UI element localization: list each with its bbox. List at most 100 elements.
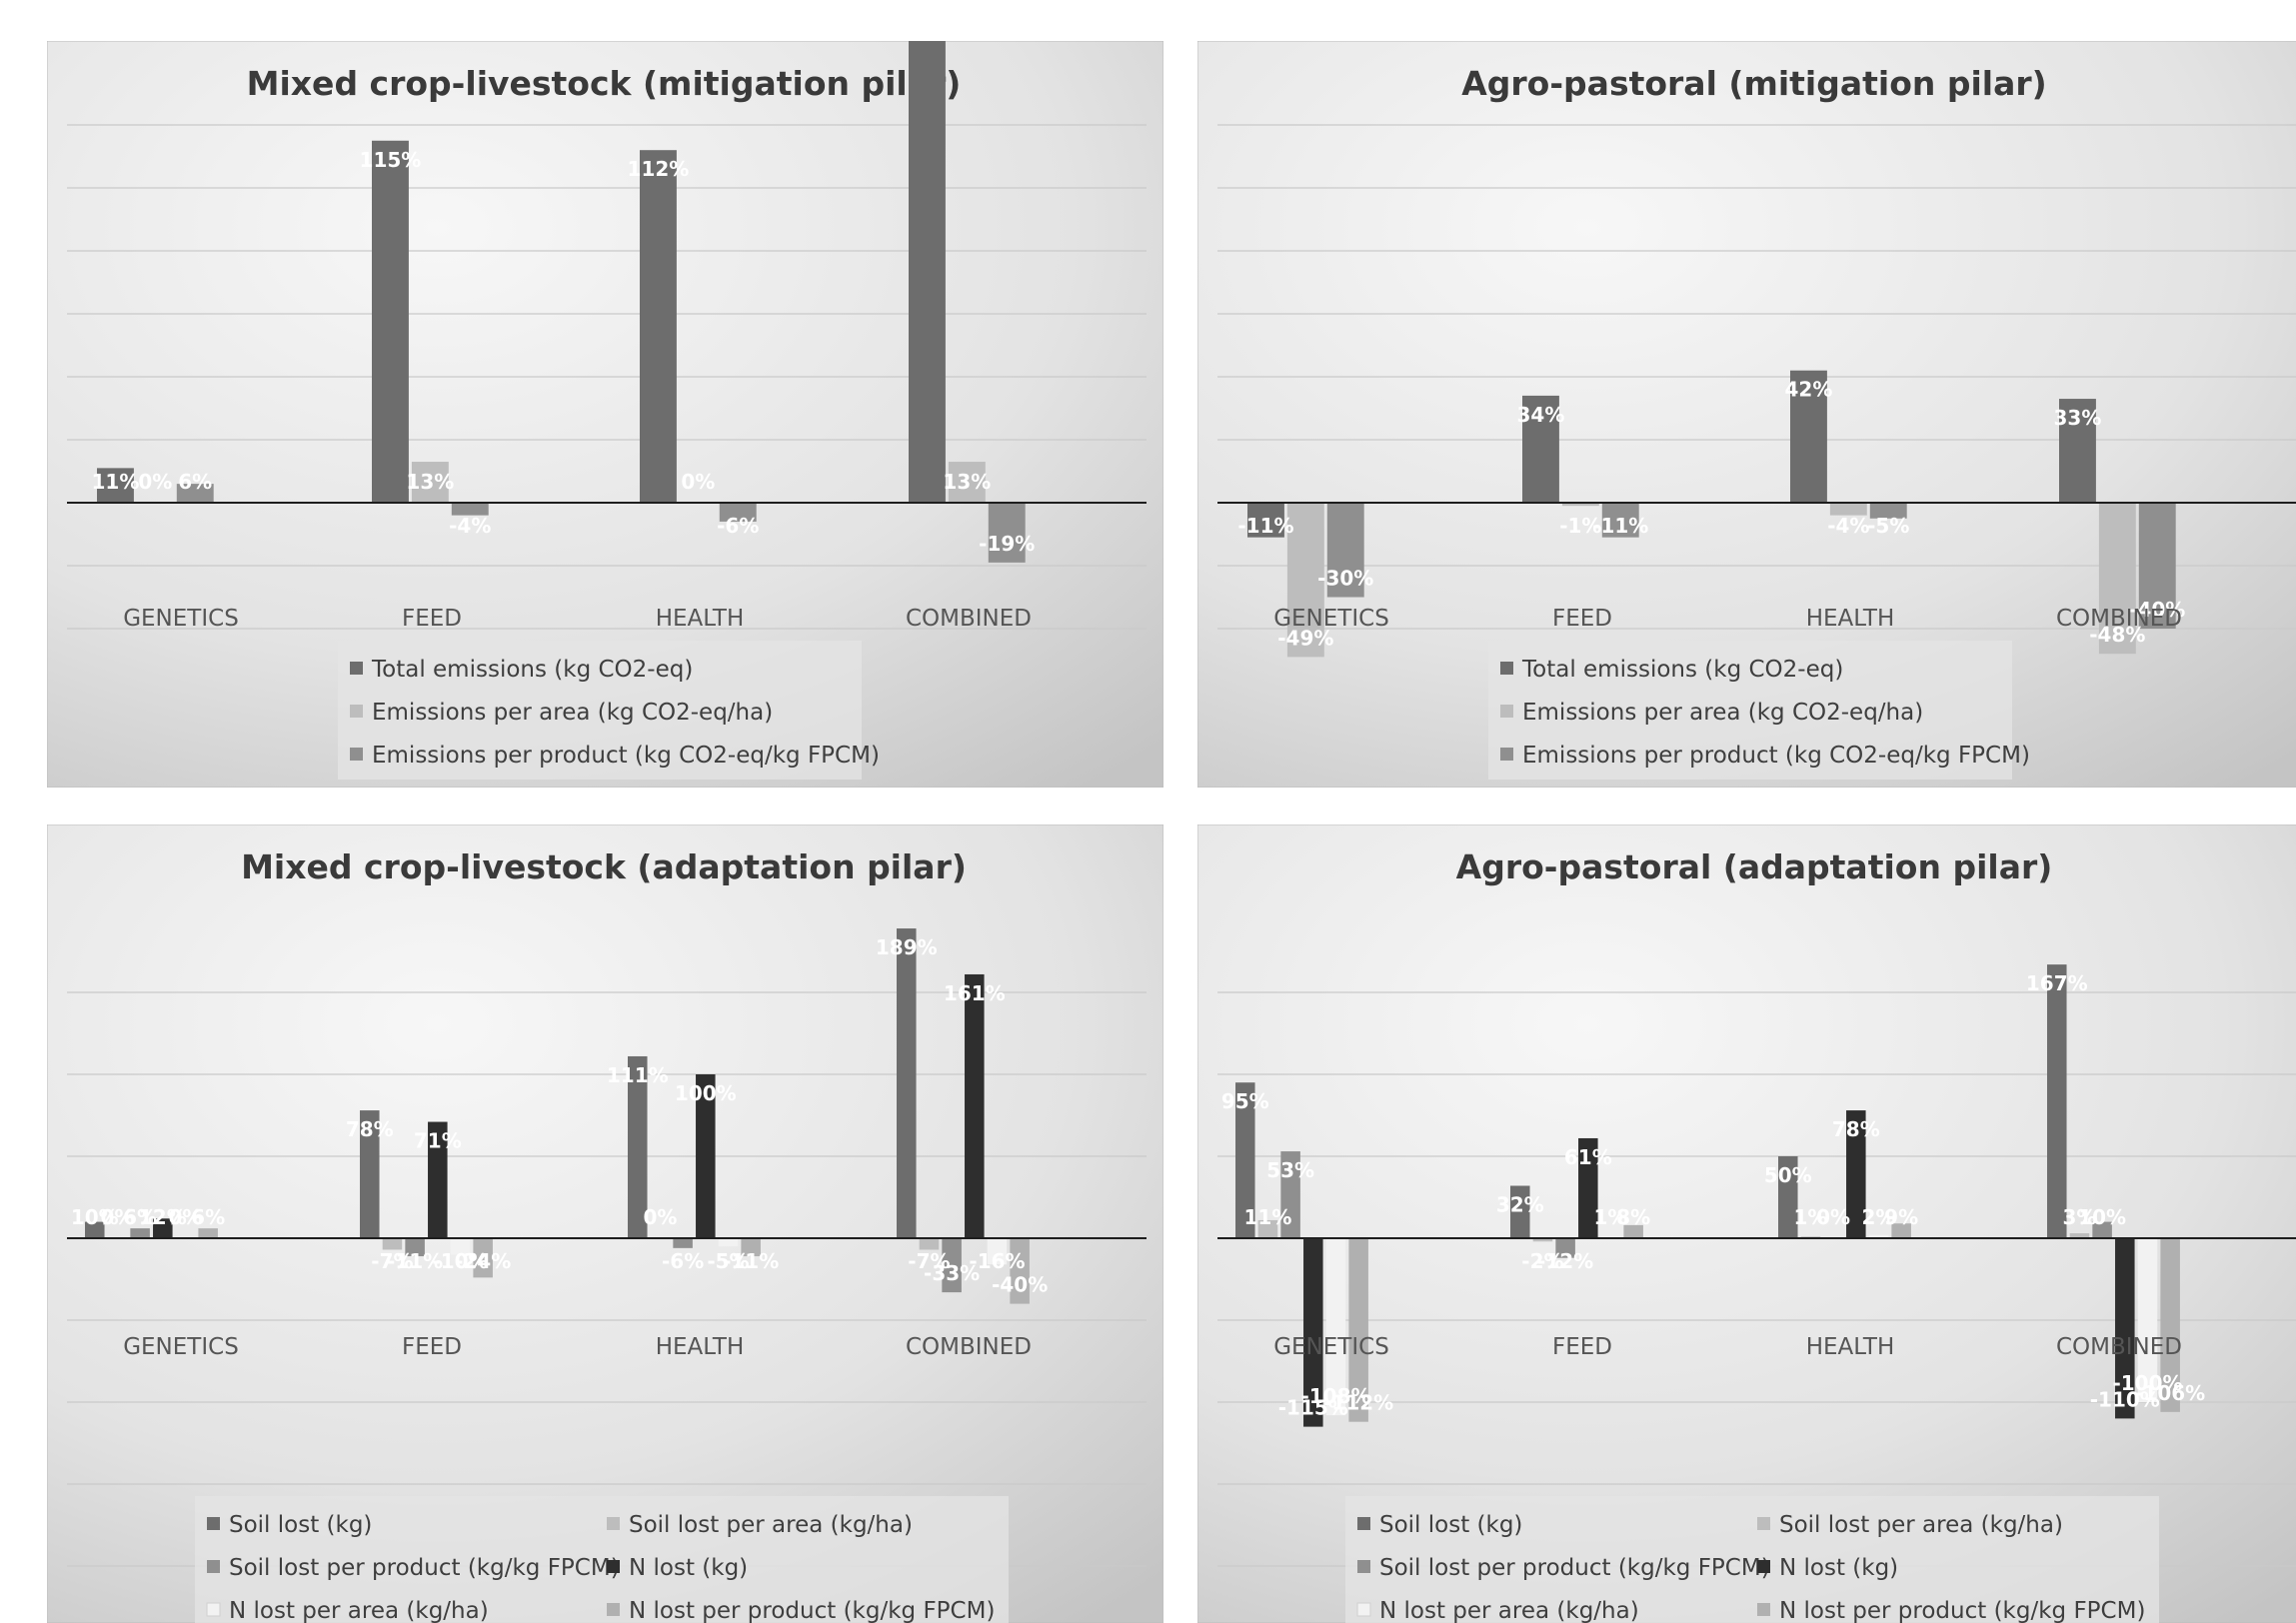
data-label: 6%	[191, 1205, 225, 1229]
bar-feed-soil-lost-per-product-kg-kg-fpcm	[1555, 1238, 1575, 1258]
data-label: 8%	[1616, 1205, 1650, 1229]
legend-swatch	[1357, 1517, 1370, 1530]
bar-combined-emissions-per-product-kg-co2-eq-kg-fpcm	[988, 503, 1026, 563]
legend-label: Soil lost per area (kg/ha)	[1779, 1512, 2063, 1538]
category-label: HEALTH	[656, 606, 745, 632]
bar-genetics-n-lost-per-product-kg-kg-fpcm	[198, 1228, 218, 1238]
chart-background	[1197, 824, 2296, 1623]
chart-svg: Mixed crop-livestock (adaptation pilar) 1…	[47, 824, 1163, 1623]
legend-box	[1488, 641, 2012, 780]
bar-combined-emissions-per-area-kg-co2-eq-ha	[948, 462, 986, 503]
data-label: -30%	[1317, 567, 1373, 591]
legend-label: Soil lost (kg)	[229, 1512, 372, 1538]
bar-health-n-lost-per-area-kg-ha	[1868, 1234, 1889, 1238]
data-label: -2%	[1521, 1249, 1563, 1273]
data-label: 6%	[178, 470, 212, 494]
bar-combined-emissions-per-area-kg-co2-eq-ha	[2098, 503, 2136, 655]
bar-feed-emissions-per-product-kg-co2-eq-kg-fpcm	[1601, 503, 1639, 538]
bar-combined-emissions-per-product-kg-co2-eq-kg-fpcm	[2138, 503, 2176, 629]
legend-label: N lost per area (kg/ha)	[1379, 1598, 1639, 1623]
legend-label: Emissions per product (kg CO2-eq/kg FPCM…	[372, 743, 880, 769]
bar-health-soil-lost-per-product-kg-kg-fpcm	[673, 1238, 693, 1248]
data-label: 161%	[944, 981, 1006, 1005]
bar-feed-soil-lost-per-area-kg-ha	[1532, 1238, 1553, 1242]
bar-feed-soil-lost-kg	[1510, 1185, 1530, 1238]
bar-health-n-lost-per-area-kg-ha	[718, 1238, 739, 1247]
legend-label: N lost per area (kg/ha)	[229, 1598, 489, 1623]
category-label: FEED	[1552, 606, 1612, 632]
data-label: 189%	[876, 935, 938, 959]
bar-feed-total-emissions-kg-co2-eq	[372, 140, 409, 503]
data-label: 0%	[138, 470, 172, 494]
bar-health-emissions-per-area-kg-co2-eq-ha	[1829, 503, 1867, 516]
legend-label: N lost (kg)	[1779, 1555, 1898, 1581]
data-label: 33%	[2054, 406, 2102, 430]
data-label: -10%	[432, 1249, 488, 1273]
bar-health-emissions-per-product-kg-co2-eq-kg-fpcm	[719, 503, 757, 522]
category-label: GENETICS	[123, 1334, 239, 1360]
legend-label: Emissions per product (kg CO2-eq/kg FPCM…	[1522, 743, 2030, 769]
legend-box	[1345, 1496, 2159, 1623]
data-label: 0%	[1816, 1205, 1850, 1229]
category-label: HEALTH	[1806, 606, 1895, 632]
legend-label: Emissions per area (kg CO2-eq/ha)	[1522, 700, 1923, 726]
data-label: 1%	[1594, 1205, 1628, 1229]
data-label: 13%	[943, 470, 991, 494]
bar-health-n-lost-per-product-kg-kg-fpcm	[1891, 1223, 1911, 1238]
bar-feed-n-lost-kg	[1578, 1137, 1598, 1238]
legend-label: Soil lost per product (kg/kg FPCM)	[229, 1555, 620, 1581]
bar-combined-total-emissions-kg-co2-eq	[2059, 399, 2096, 503]
data-label: 34%	[1517, 403, 1565, 427]
legend-swatch	[1500, 705, 1513, 718]
bar-feed-soil-lost-per-area-kg-ha	[382, 1238, 403, 1250]
bar-health-soil-lost-kg	[1778, 1156, 1798, 1238]
bar-feed-n-lost-kg	[428, 1121, 448, 1238]
data-label: -100%	[2112, 1371, 2182, 1395]
data-label: -7%	[371, 1249, 413, 1273]
legend-swatch	[350, 748, 363, 761]
bar-combined-soil-lost-per-product-kg-kg-fpcm	[942, 1238, 962, 1293]
bar-combined-total-emissions-kg-co2-eq	[909, 41, 946, 503]
bar-feed-emissions-per-area-kg-co2-eq-ha	[1561, 503, 1599, 507]
data-label: 0%	[169, 1205, 203, 1229]
bar-health-n-lost-kg	[1846, 1110, 1866, 1238]
data-label: 0%	[100, 1205, 134, 1229]
category-label: COMBINED	[906, 1334, 1032, 1360]
bar-genetics-emissions-per-area-kg-co2-eq-ha	[1286, 503, 1324, 658]
legend-swatch	[1500, 748, 1513, 761]
bar-combined-n-lost-kg	[965, 973, 985, 1238]
bar-feed-emissions-per-product-kg-co2-eq-kg-fpcm	[451, 503, 489, 516]
data-label: -33%	[924, 1261, 980, 1285]
data-label: 0%	[643, 1205, 677, 1229]
legend-box	[338, 641, 862, 780]
data-label: -11%	[723, 1249, 779, 1273]
bar-genetics-n-lost-per-area-kg-ha	[1325, 1238, 1346, 1416]
bar-genetics-n-lost-per-product-kg-kg-fpcm	[1348, 1238, 1368, 1422]
bar-genetics-soil-lost-per-product-kg-kg-fpcm	[130, 1228, 150, 1238]
category-label: FEED	[402, 1334, 462, 1360]
data-label: -40%	[992, 1273, 1048, 1297]
category-label: FEED	[1552, 1334, 1612, 1360]
data-label: 100%	[675, 1081, 737, 1105]
legend-swatch	[350, 705, 363, 718]
data-label: 78%	[1832, 1117, 1880, 1141]
data-label: -5%	[1867, 514, 1909, 538]
data-label: 10%	[71, 1205, 119, 1229]
bar-genetics-emissions-per-product-kg-co2-eq-kg-fpcm	[1326, 503, 1364, 598]
bar-genetics-n-lost-kg	[153, 1218, 173, 1238]
category-label: COMBINED	[2056, 1334, 2182, 1360]
legend-swatch	[207, 1517, 220, 1530]
category-label: GENETICS	[1273, 1334, 1389, 1360]
legend-label: Soil lost per area (kg/ha)	[629, 1512, 913, 1538]
bar-health-n-lost-kg	[696, 1074, 716, 1238]
data-label: 167%	[2026, 971, 2088, 995]
data-label: -106%	[2135, 1381, 2205, 1405]
legend-label: Emissions per area (kg CO2-eq/ha)	[372, 700, 773, 726]
category-label: COMBINED	[2056, 606, 2182, 632]
chart-svg: Agro-pastoral (adaptation pilar) 95% 11% 53…	[1197, 824, 2296, 1623]
bar-health-emissions-per-product-kg-co2-eq-kg-fpcm	[1869, 503, 1907, 519]
bar-health-total-emissions-kg-co2-eq	[1790, 370, 1827, 503]
bar-combined-soil-lost-per-area-kg-ha	[919, 1238, 940, 1250]
data-label: 53%	[1266, 1158, 1314, 1182]
legend-swatch	[1500, 662, 1513, 675]
